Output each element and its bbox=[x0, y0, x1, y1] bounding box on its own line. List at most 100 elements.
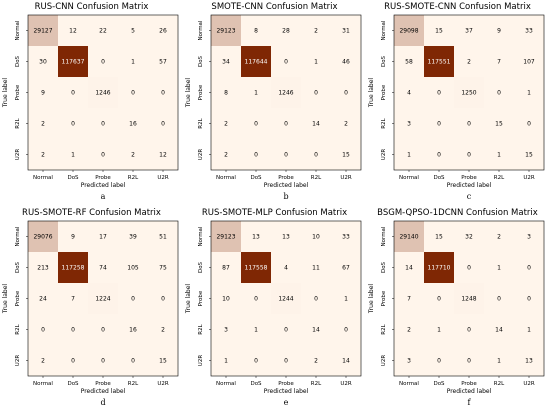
heatmap-cell bbox=[271, 252, 301, 283]
heatmap-cell bbox=[118, 139, 148, 170]
cell-value-label: 1 bbox=[71, 152, 75, 159]
x-axis-label: Predicted label bbox=[264, 182, 309, 189]
heatmap-cell bbox=[148, 345, 178, 376]
cell-value-label: 117710 bbox=[428, 265, 451, 272]
cell-value-label: 105 bbox=[127, 265, 139, 272]
heatmap-cell bbox=[484, 15, 514, 46]
cell-value-label: 29127 bbox=[33, 28, 52, 35]
cell-value-label: 1246 bbox=[95, 90, 110, 97]
cell-value-label: 39 bbox=[129, 234, 137, 241]
y-tick-label: DoS bbox=[15, 55, 21, 67]
x-tick-label: DoS bbox=[67, 175, 79, 181]
cell-value-label: 1 bbox=[497, 265, 501, 272]
cell-value-label: 0 bbox=[254, 121, 258, 128]
heatmap-cell bbox=[241, 345, 271, 376]
x-tick-label: U2R bbox=[340, 175, 352, 181]
heatmap-cell bbox=[88, 283, 118, 314]
cell-value-label: 1 bbox=[254, 327, 258, 334]
cell-value-label: 15 bbox=[435, 28, 443, 35]
heatmap-cell bbox=[241, 221, 271, 252]
cell-value-label: 1 bbox=[497, 152, 501, 159]
heatmap-cell bbox=[331, 46, 361, 77]
heatmap-cell bbox=[241, 77, 271, 108]
heatmap-cell bbox=[394, 221, 424, 252]
chart-title: RUS-SMOTE-CNN Confusion Matrix bbox=[384, 2, 531, 12]
heatmap-cell bbox=[484, 46, 514, 77]
y-tick-label: R2L bbox=[381, 117, 387, 128]
y-tick-label: R2L bbox=[198, 323, 204, 334]
chart-title: RUS-CNN Confusion Matrix bbox=[34, 2, 149, 12]
cell-value-label: 1 bbox=[224, 358, 228, 365]
heatmap-cell bbox=[454, 314, 484, 345]
heatmap-cell bbox=[211, 77, 241, 108]
heatmap-cell bbox=[301, 252, 331, 283]
heatmap-cell bbox=[514, 15, 544, 46]
cell-value-label: 46 bbox=[342, 59, 350, 66]
cell-value-label: 13 bbox=[252, 234, 260, 241]
heatmap-cell bbox=[241, 108, 271, 139]
x-tick-label: DoS bbox=[67, 381, 79, 387]
heatmap-cell bbox=[301, 77, 331, 108]
x-axis-label: Predicted label bbox=[447, 182, 492, 189]
cell-value-label: 0 bbox=[344, 90, 348, 97]
heatmap-cell bbox=[424, 46, 454, 77]
cell-value-label: 0 bbox=[437, 296, 441, 303]
heatmap-cell bbox=[331, 221, 361, 252]
cell-value-label: 4 bbox=[284, 265, 288, 272]
heatmap-cell bbox=[484, 345, 514, 376]
cell-value-label: 0 bbox=[437, 121, 441, 128]
cell-value-label: 2 bbox=[344, 121, 348, 128]
cell-value-label: 2 bbox=[41, 121, 45, 128]
cell-value-label: 14 bbox=[312, 327, 320, 334]
cell-value-label: 15 bbox=[159, 358, 167, 365]
cell-value-label: 0 bbox=[131, 358, 135, 365]
heatmap-cell bbox=[394, 345, 424, 376]
cell-value-label: 0 bbox=[254, 296, 258, 303]
cell-value-label: 75 bbox=[159, 265, 167, 272]
x-tick-label: U2R bbox=[157, 175, 169, 181]
x-tick-label: Normal bbox=[399, 381, 419, 387]
cell-value-label: 0 bbox=[284, 59, 288, 66]
cell-value-label: 0 bbox=[437, 90, 441, 97]
y-tick-label: Normal bbox=[15, 20, 21, 40]
heatmap-cell bbox=[331, 77, 361, 108]
heatmap-cell bbox=[211, 283, 241, 314]
cell-value-label: 14 bbox=[495, 327, 503, 334]
heatmap-cell bbox=[88, 139, 118, 170]
cell-value-label: 9 bbox=[497, 28, 501, 35]
cell-value-label: 1246 bbox=[278, 90, 293, 97]
heatmap-cell bbox=[88, 77, 118, 108]
heatmap-cell bbox=[514, 221, 544, 252]
cell-value-label: 3 bbox=[224, 327, 228, 334]
y-tick-label: U2R bbox=[15, 355, 21, 367]
heatmap-svg: 29076 9 17 39 51 213 117258 74 105 75 24 7 1224 0 0 0 0 0… bbox=[2, 220, 179, 407]
heatmap-cell bbox=[241, 15, 271, 46]
heatmap-svg: 29140 15 32 2 314 117710 0 1 07 0 1248 0 02 1 0 14 13 0 0 1… bbox=[368, 220, 545, 407]
cell-value-label: 22 bbox=[99, 28, 107, 35]
cell-value-label: 24 bbox=[39, 296, 47, 303]
heatmap-cell bbox=[514, 46, 544, 77]
heatmap-cell bbox=[454, 77, 484, 108]
x-tick-label: Probe bbox=[95, 175, 111, 181]
y-tick-label: Probe bbox=[198, 84, 204, 100]
heatmap-cell bbox=[271, 345, 301, 376]
heatmap-cell bbox=[454, 139, 484, 170]
heatmap-cell bbox=[58, 314, 88, 345]
cell-value-label: 2 bbox=[467, 59, 471, 66]
cell-value-label: 32 bbox=[465, 234, 473, 241]
heatmap-cell bbox=[424, 15, 454, 46]
cell-value-label: 213 bbox=[37, 265, 49, 272]
cell-value-label: 1 bbox=[407, 152, 411, 159]
heatmap-cell bbox=[241, 46, 271, 77]
heatmap-cell bbox=[514, 108, 544, 139]
subfigure-caption-letter: f bbox=[468, 398, 472, 407]
cell-value-label: 29123 bbox=[216, 234, 235, 241]
y-tick-label: Probe bbox=[15, 84, 21, 100]
cell-value-label: 1 bbox=[254, 90, 258, 97]
cell-value-label: 8 bbox=[254, 28, 258, 35]
heatmap-cell bbox=[28, 221, 58, 252]
heatmap-cell bbox=[58, 345, 88, 376]
heatmap-cell bbox=[88, 314, 118, 345]
cell-value-label: 0 bbox=[101, 59, 105, 66]
